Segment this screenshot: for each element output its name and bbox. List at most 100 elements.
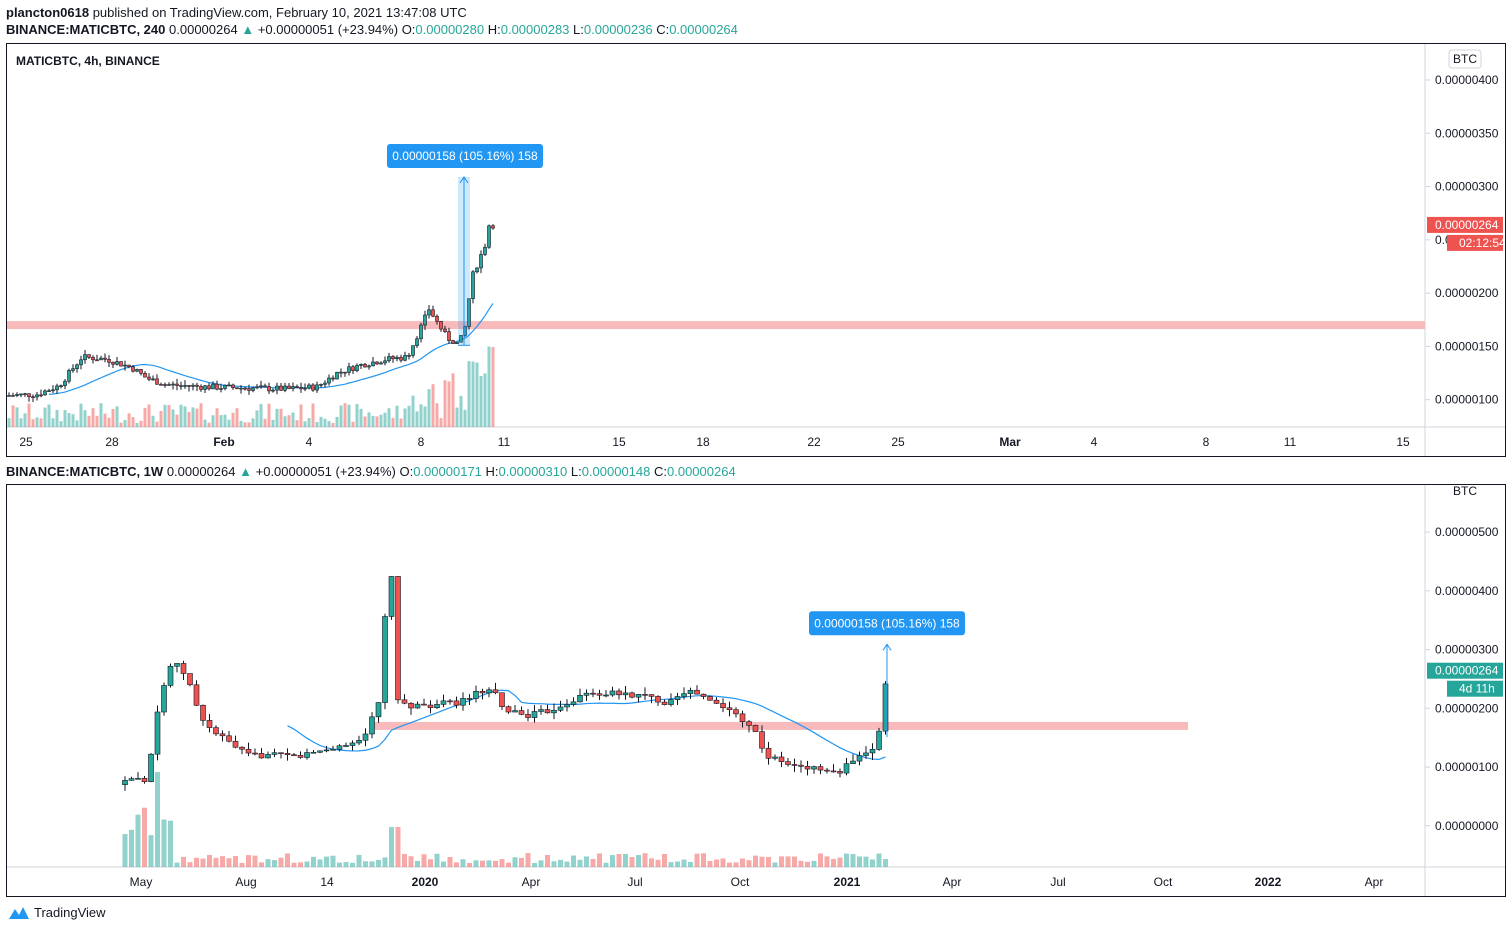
y-tick-label: 0.00000300 (1435, 643, 1499, 657)
candle-body (668, 699, 674, 705)
volume-bar (343, 403, 347, 427)
volume-bar (876, 853, 882, 867)
chart-panel-1w[interactable]: BTC 0.00000000 0.00000100 0.00000200 0.00000… (6, 484, 1506, 897)
candle-body (91, 357, 95, 361)
bottom-last: 0.00000264 (166, 464, 236, 479)
candle-body (174, 663, 180, 667)
volume-bar (311, 403, 315, 427)
volume-bar (330, 855, 336, 867)
volume-bar (571, 855, 576, 867)
candle-body (439, 321, 443, 330)
candle-body (131, 366, 135, 372)
volume-bar (233, 855, 238, 867)
x-tick-label: 14 (320, 875, 334, 889)
volume-bar (403, 408, 407, 427)
chart-4h-svg[interactable]: MATICBTC, 4h, BINANCE BTC 0.00000100 0.0000… (7, 44, 1505, 456)
volume-bar (291, 412, 295, 427)
volume-bar (219, 415, 223, 427)
candle-body (414, 703, 421, 709)
candle-body (752, 725, 759, 732)
footer-brand-text: TradingView (34, 905, 106, 920)
candle-body (127, 364, 131, 368)
volume-bar (463, 409, 467, 427)
volume-bar (883, 859, 888, 867)
bottom-quote-line: BINANCE:MATICBTC, 1W 0.00000264 ▲ +0.000… (6, 464, 736, 479)
tradingview-logo-icon (9, 906, 29, 919)
candle-body (7, 395, 11, 397)
volume-bar (597, 853, 602, 867)
volume-bar (772, 862, 778, 867)
x-tick-label: 25 (19, 435, 33, 449)
volume-bar (714, 859, 719, 867)
volume-bar (870, 859, 875, 867)
top-symbol[interactable]: BINANCE:MATICBTC, 240 (6, 22, 166, 37)
volume-bar (215, 408, 219, 427)
candle-body (211, 383, 215, 390)
volume-bar (143, 407, 147, 427)
x-tick-label: Mar (999, 435, 1021, 449)
candle-body (531, 711, 538, 718)
volume-bar (681, 859, 687, 867)
volume-bar (439, 418, 443, 427)
y-tick-label: 0.00000100 (1435, 760, 1499, 774)
candle-body (159, 383, 163, 386)
volume-bar (675, 861, 680, 867)
volume-bar (857, 856, 862, 867)
countdown-text: 02:12:54 (1459, 236, 1505, 250)
volume-bar (59, 421, 63, 427)
candle-body (362, 733, 369, 741)
chart-1w-svg[interactable]: BTC 0.00000000 0.00000100 0.00000200 0.00000… (7, 485, 1505, 896)
candle-body (419, 324, 423, 340)
volume-bar (506, 862, 511, 867)
volume-bar (493, 860, 498, 867)
volume-bar (27, 403, 31, 427)
bottom-h-label: H: (485, 464, 499, 479)
candle-body (479, 254, 483, 269)
candle-body (297, 754, 304, 758)
volume-bar (147, 404, 151, 427)
candle-body (674, 696, 681, 700)
volume-bar (564, 861, 570, 867)
candle-body (629, 692, 635, 698)
measure-arrow-head (459, 176, 469, 184)
candle-body (148, 753, 154, 782)
candle-body (518, 710, 525, 715)
volume-bar (441, 861, 446, 867)
volume-bar (473, 860, 479, 867)
volume-bar (863, 856, 869, 867)
candle-body (251, 387, 255, 391)
volume-bar (395, 405, 399, 427)
x-tick-label: 2021 (834, 875, 861, 889)
volume-bar (339, 405, 343, 427)
candle-body (167, 384, 171, 386)
bottom-symbol[interactable]: BINANCE:MATICBTC, 1W (6, 464, 164, 479)
volume-bar (211, 415, 215, 427)
volume-bar (307, 418, 311, 427)
volume-bar (451, 373, 455, 427)
footer-brand[interactable]: TradingView (8, 905, 106, 920)
candle-body (401, 699, 408, 704)
volume-bar (740, 858, 745, 867)
volume-bar (415, 860, 420, 867)
volume-bar (662, 853, 667, 867)
volume-bar (668, 862, 674, 867)
volume-bar (298, 862, 303, 867)
volume-bar (688, 861, 693, 867)
candle-body (219, 733, 226, 737)
candle-body (200, 704, 206, 721)
volume-bar (107, 417, 111, 427)
volume-bar (499, 859, 505, 867)
volume-bar (421, 854, 427, 867)
volume-bar (213, 857, 219, 867)
last-price-tag (1427, 216, 1503, 233)
volume-bar (387, 408, 391, 427)
candle-body (235, 387, 239, 390)
publish-user[interactable]: plancton0618 (6, 5, 90, 20)
volume-bar (389, 827, 394, 867)
volume-bar (376, 859, 381, 867)
volume-bar (295, 420, 299, 427)
measure-label-box (387, 143, 543, 168)
candle-body (239, 387, 243, 390)
y-tick-label: 0.00000200 (1435, 286, 1499, 300)
chart-panel-4h[interactable]: MATICBTC, 4h, BINANCE BTC 0.00000100 0.0000… (6, 43, 1506, 457)
